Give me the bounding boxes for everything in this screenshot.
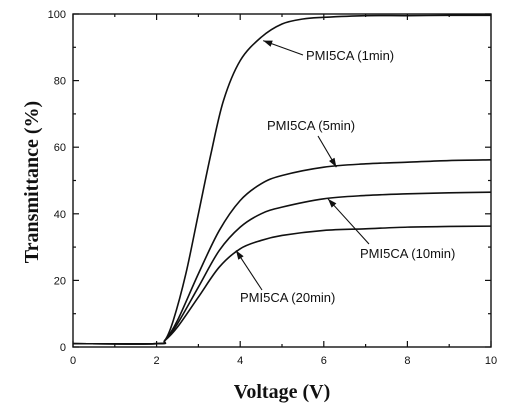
annotation-arrowhead: [263, 40, 273, 47]
y-axis-title: Transmittance (%): [21, 101, 43, 263]
x-tick-label: 6: [321, 355, 327, 367]
y-tick-label: 60: [54, 142, 66, 154]
annotation-arrowhead: [329, 157, 337, 168]
series-line-3: [72, 191, 492, 345]
y-tick-label: 80: [54, 76, 66, 88]
annotation-arrowhead: [327, 198, 337, 208]
series-line-4: [72, 225, 492, 345]
annotation-label: PMI5CA (5min): [267, 118, 355, 133]
annotation-arrowhead: [236, 250, 244, 260]
annotation-label: PMI5CA (20min): [240, 290, 335, 305]
x-tick-label: 8: [404, 355, 410, 367]
x-tick-label: 10: [485, 355, 497, 367]
y-tick-label: 20: [54, 275, 66, 287]
y-tick-label: 40: [54, 209, 66, 221]
x-tick-label: 4: [237, 355, 243, 367]
annotation-arrow-line: [327, 198, 370, 245]
x-tick-label: 2: [154, 355, 160, 367]
x-axis-title: Voltage (V): [234, 381, 330, 403]
y-tick-label: 0: [60, 342, 66, 354]
annotation-label: PMI5CA (10min): [360, 246, 455, 261]
annotation-label: PMI5CA (1min): [306, 48, 394, 63]
y-tick-label: 100: [48, 9, 66, 21]
series-layer: [72, 14, 492, 345]
x-tick-label: 0: [70, 355, 76, 367]
series-line-1: [72, 14, 492, 345]
annotation-layer: PMI5CA (1min) PMI5CA (5min) PMI5CA (10min)…: [235, 40, 455, 305]
